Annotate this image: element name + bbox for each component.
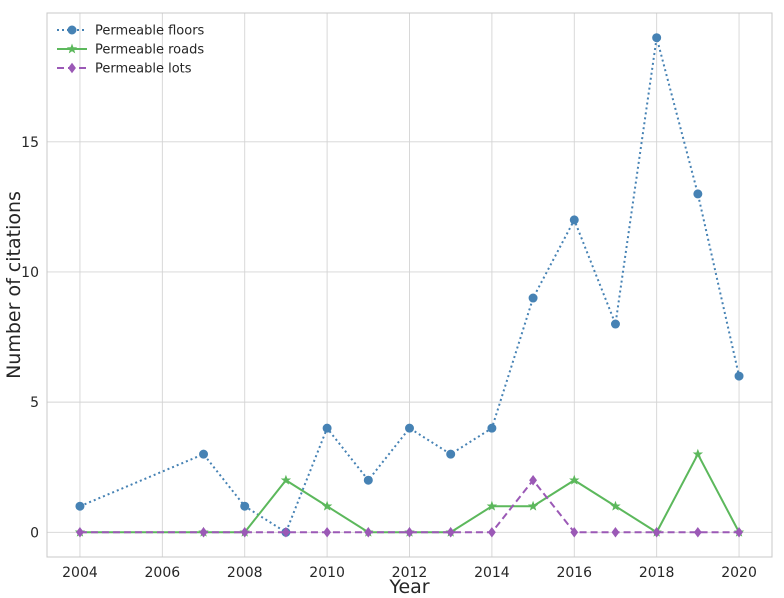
x-tick-label: 2018 — [639, 565, 675, 581]
legend-marker — [68, 62, 76, 74]
data-point — [570, 527, 579, 538]
data-point — [569, 215, 579, 225]
data-point — [692, 448, 704, 459]
legend-marker — [67, 25, 77, 35]
y-axis-label: Number of citations — [3, 191, 25, 379]
series-permeable-lots — [76, 474, 743, 538]
legend-marker — [66, 43, 78, 54]
legend-label: Permeable lots — [95, 62, 192, 77]
legend-item: Permeable floors — [57, 24, 205, 39]
data-point — [529, 474, 538, 486]
tick-labels: 2004 2006 2008 2010 2012 2014 2016 2018 2020 0 5 10… — [21, 135, 757, 581]
data-point — [446, 449, 456, 459]
data-point — [735, 527, 743, 538]
data-point — [405, 423, 414, 433]
data-point — [405, 527, 414, 538]
legend-item: Permeable lots — [57, 62, 192, 77]
x-tick-label: 2010 — [309, 565, 345, 581]
legend-label: Permeable floors — [95, 24, 205, 39]
legend-label: Permeable roads — [95, 43, 204, 58]
data-point — [652, 527, 661, 538]
y-tick-label: 0 — [30, 525, 39, 541]
data-point — [610, 319, 620, 329]
data-point — [569, 474, 580, 485]
data-point — [611, 527, 620, 538]
data-point — [693, 527, 702, 538]
data-point — [693, 189, 703, 199]
data-point — [240, 527, 249, 538]
data-point — [528, 293, 538, 303]
data-point — [75, 501, 85, 511]
x-tick-label: 2012 — [392, 565, 428, 581]
data-point — [280, 474, 292, 485]
data-point — [76, 527, 84, 538]
x-tick-label: 2006 — [145, 565, 181, 581]
series-group — [74, 33, 745, 538]
y-tick-label: 10 — [21, 265, 39, 281]
series-line — [79, 478, 740, 534]
y-tick-label: 5 — [30, 395, 39, 411]
grid — [47, 13, 772, 557]
y-tick-label: 15 — [21, 135, 39, 151]
plot-frame — [46, 12, 773, 558]
x-tick-label: 2016 — [556, 565, 592, 581]
x-axis-label: Year — [388, 576, 429, 598]
data-point — [734, 371, 744, 381]
data-point — [487, 527, 496, 538]
data-point — [652, 33, 662, 43]
x-tick-label: 2020 — [721, 565, 757, 581]
x-tick-label: 2014 — [474, 565, 510, 581]
data-point — [199, 449, 209, 459]
data-point — [364, 527, 373, 538]
data-point — [321, 500, 333, 511]
data-point — [240, 501, 250, 511]
data-point — [323, 527, 332, 538]
data-point — [487, 423, 497, 433]
data-point — [281, 527, 290, 538]
data-point — [486, 500, 498, 511]
data-point — [527, 500, 539, 511]
x-tick-label: 2004 — [62, 565, 98, 581]
data-point — [322, 423, 332, 433]
legend-item: Permeable roads — [57, 43, 204, 58]
data-point — [610, 500, 621, 511]
data-point — [199, 527, 208, 538]
legend: Permeable floors Permeable roads Permeable… — [57, 24, 205, 77]
data-point — [363, 475, 373, 485]
x-tick-label: 2008 — [227, 565, 263, 581]
data-point — [446, 527, 455, 538]
